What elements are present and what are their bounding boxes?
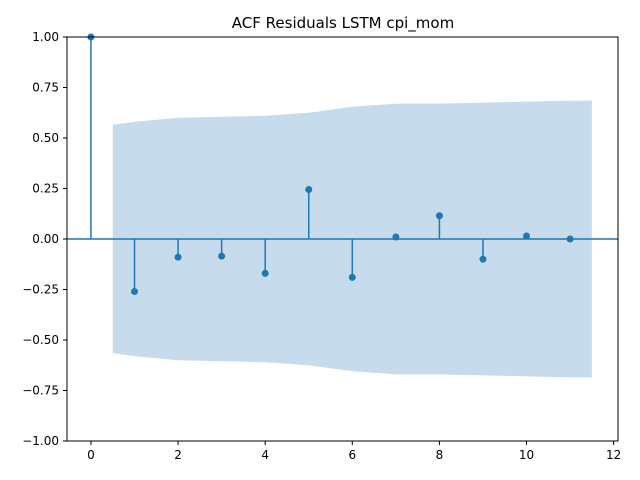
- y-tick-label: 0.50: [32, 131, 59, 145]
- acf-point-lag-2: [174, 253, 182, 261]
- y-axis: 1.00 0.75 0.50 0.25 0.00 −0.25 −0.50 −0.75 −1.00: [22, 30, 67, 448]
- acf-point-lag-10: [523, 232, 531, 240]
- plot-area: [66, 33, 619, 442]
- acf-point-lag-5: [305, 186, 313, 194]
- y-tick-label: 0.75: [32, 81, 59, 95]
- y-tick-label: −0.50: [22, 333, 59, 347]
- y-tick-label: −0.75: [22, 384, 59, 398]
- x-tick-label: 0: [87, 448, 95, 462]
- x-axis: 0 2 4 6 8 10 12: [87, 441, 621, 462]
- acf-point-lag-11: [566, 235, 574, 243]
- x-tick-label: 4: [261, 448, 269, 462]
- x-tick-label: 6: [348, 448, 356, 462]
- acf-point-lag-1: [131, 288, 139, 296]
- acf-point-lag-9: [479, 255, 487, 263]
- y-tick-label: 0.25: [32, 182, 59, 196]
- acf-point-lag-3: [218, 252, 226, 260]
- acf-point-lag-7: [392, 233, 400, 241]
- y-tick-label: 0.00: [32, 232, 59, 246]
- acf-point-lag-8: [435, 212, 443, 220]
- y-tick-label: −0.25: [22, 283, 59, 297]
- acf-point-lag-6: [348, 273, 356, 281]
- y-tick-label: −1.00: [22, 434, 59, 448]
- chart-title: ACF Residuals LSTM cpi_mom: [232, 14, 454, 33]
- x-tick-label: 12: [606, 448, 621, 462]
- acf-point-lag-4: [261, 269, 269, 277]
- x-tick-label: 2: [174, 448, 182, 462]
- x-tick-label: 10: [519, 448, 534, 462]
- x-tick-label: 8: [436, 448, 444, 462]
- y-tick-label: 1.00: [32, 30, 59, 44]
